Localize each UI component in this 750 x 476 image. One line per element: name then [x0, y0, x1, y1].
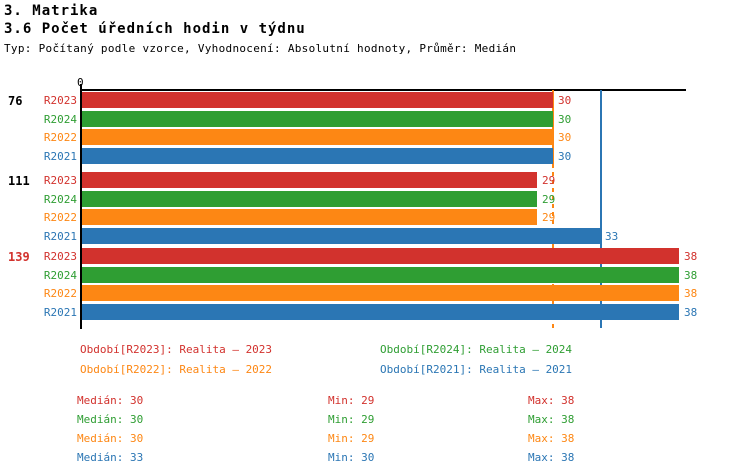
bar-series-label-r2022-g2: R2022	[43, 287, 77, 301]
bar-r2023-g2	[82, 248, 679, 264]
bar-series-label-r2021-g0: R2021	[43, 150, 77, 164]
bar-series-label-r2022-g0: R2022	[43, 131, 77, 145]
bar-value-label-r2022-g0: 30	[558, 131, 572, 145]
stat-min-r2024: Min: 29	[328, 413, 375, 426]
median-refline-30-lower	[552, 164, 554, 328]
group-label-76: 76	[8, 94, 23, 108]
bar-r2022-g0	[82, 129, 553, 146]
stat-median-r2023: Medián: 30	[77, 394, 144, 407]
bar-r2024-g2	[82, 266, 679, 283]
bar-series-label-r2024-g1: R2024	[43, 192, 77, 206]
bar-r2022-g1	[82, 209, 537, 226]
bar-r2023-g0	[82, 92, 553, 108]
stat-min-r2023: Min: 29	[328, 394, 375, 407]
y-axis-line	[80, 84, 82, 329]
bar-value-label-r2022-g2: 38	[684, 287, 698, 301]
bar-value-label-r2022-g1: 29	[542, 211, 556, 225]
stat-median-r2022: Medián: 30	[77, 432, 144, 445]
legend-item-r2022: Období[R2022]: Realita – 2022	[80, 363, 273, 376]
legend-item-r2021: Období[R2021]: Realita – 2021	[380, 363, 573, 376]
stat-median-r2021: Medián: 33	[77, 451, 144, 464]
section-title: 3.6 Počet úředních hodin v týdnu	[4, 21, 306, 37]
bar-r2024-g0	[82, 110, 553, 127]
bar-series-label-r2023-g1: R2023	[43, 174, 77, 187]
stat-median-r2024: Medián: 30	[77, 413, 144, 426]
median-refline-33	[600, 90, 602, 328]
bar-r2022-g2	[82, 285, 679, 302]
bar-series-label-r2024-g2: R2024	[43, 268, 77, 282]
bar-series-label-r2024-g0: R2024	[43, 112, 77, 126]
bar-value-label-r2021-g1: 33	[605, 230, 619, 244]
bar-r2024-g1	[82, 190, 537, 207]
bar-value-label-r2023-g2: 38	[684, 250, 698, 263]
chart-meta-line: Typ: Počítaný podle vzorce, Vyhodnocení:…	[4, 42, 517, 55]
stat-max-r2023: Max: 38	[528, 394, 575, 407]
bar-series-label-r2021-g1: R2021	[43, 230, 77, 244]
legend-item-r2023: Období[R2023]: Realita – 2023	[80, 343, 273, 356]
stat-max-r2022: Max: 38	[528, 432, 575, 445]
bar-value-label-r2024-g2: 38	[684, 268, 698, 282]
bar-value-label-r2021-g0: 30	[558, 150, 572, 164]
bar-value-label-r2021-g2: 38	[684, 306, 698, 320]
bar-value-label-r2024-g1: 29	[542, 192, 556, 206]
stat-min-r2022: Min: 29	[328, 432, 375, 445]
bar-series-label-r2021-g2: R2021	[43, 306, 77, 320]
bar-series-label-r2023-g0: R2023	[43, 94, 77, 107]
stat-min-r2021: Min: 30	[328, 451, 375, 464]
stat-max-r2024: Max: 38	[528, 413, 575, 426]
bar-r2021-g1	[82, 228, 600, 245]
bar-value-label-r2023-g0: 30	[558, 94, 572, 107]
group-label-111: 111	[8, 174, 30, 188]
bar-series-label-r2022-g1: R2022	[43, 211, 77, 225]
bar-value-label-r2024-g0: 30	[558, 112, 572, 126]
stat-max-r2021: Max: 38	[528, 451, 575, 464]
bar-value-label-r2023-g1: 29	[542, 174, 556, 187]
x-axis-line	[80, 89, 686, 91]
bar-series-label-r2023-g2: R2023	[43, 250, 77, 263]
bar-r2023-g1	[82, 172, 537, 188]
legend-item-r2024: Období[R2024]: Realita – 2024	[380, 343, 573, 356]
bar-r2021-g2	[82, 304, 679, 321]
median-refline-30-upper	[552, 90, 554, 164]
x-axis-tick-zero: 0	[77, 76, 84, 89]
page-title: 3. Matrika	[4, 3, 99, 19]
bar-r2021-g0	[82, 148, 553, 165]
group-label-139: 139	[8, 250, 30, 264]
